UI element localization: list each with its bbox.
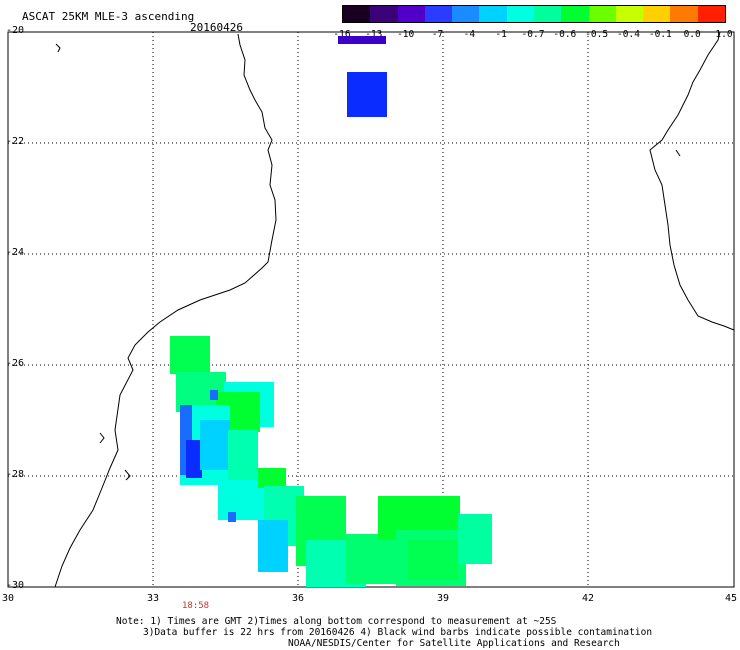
colorbar-label: -7 bbox=[431, 29, 444, 40]
map-title: ASCAT 25KM MLE-3 ascending bbox=[22, 10, 195, 23]
colorbar-swatch bbox=[670, 6, 698, 22]
colorbar-swatch bbox=[533, 6, 562, 22]
note-line-1: Note: 1) Times are GMT 2)Times along bot… bbox=[116, 616, 557, 627]
y-tick-label: -28 bbox=[6, 469, 25, 480]
x-tick-label: 39 bbox=[436, 593, 450, 604]
wind-data-swath bbox=[170, 336, 492, 587]
colorbar-label: -0.4 bbox=[617, 29, 640, 40]
colorbar-label: -13 bbox=[365, 29, 383, 40]
y-tick-label: -24 bbox=[6, 247, 25, 258]
colorbar-label: 0.0 bbox=[683, 29, 701, 40]
y-tick-label: -26 bbox=[6, 358, 25, 369]
colorbar-swatch bbox=[561, 6, 589, 22]
swath-block-blue bbox=[347, 72, 387, 117]
grid-lines bbox=[8, 32, 734, 587]
x-tick-label: 42 bbox=[581, 593, 595, 604]
x-tick-label: 36 bbox=[291, 593, 305, 604]
coastline-madagascar bbox=[649, 31, 735, 331]
colorbar-swatch bbox=[370, 6, 398, 22]
colorbar-swatch bbox=[343, 6, 371, 22]
colorbar-label: -1 bbox=[495, 29, 507, 40]
colorbar-swatch bbox=[588, 6, 616, 22]
colorbar-swatch bbox=[479, 6, 507, 22]
colorbar bbox=[342, 5, 726, 23]
x-tick-label: 33 bbox=[146, 593, 160, 604]
colorbar-swatch bbox=[697, 6, 725, 22]
colorbar-swatch bbox=[643, 6, 671, 22]
colorbar-swatch bbox=[615, 6, 644, 22]
note-line-2: 3)Data buffer is 22 hrs from 20160426 4)… bbox=[143, 627, 653, 638]
x-tick-label: 45 bbox=[724, 593, 738, 604]
colorbar-swatch bbox=[397, 6, 425, 22]
x-tick-label: 30 bbox=[1, 593, 15, 604]
y-tick-label: -20 bbox=[6, 25, 25, 36]
colorbar-swatch bbox=[424, 6, 453, 22]
colorbar-label: 1.0 bbox=[715, 29, 733, 40]
coastline-africa bbox=[54, 33, 277, 588]
time-label: 18:58 bbox=[182, 601, 210, 611]
colorbar-label: -16 bbox=[333, 29, 351, 40]
colorbar-swatch bbox=[452, 6, 480, 22]
swath-strip-top bbox=[338, 36, 386, 44]
colorbar-label: -4 bbox=[463, 29, 476, 40]
plot-frame bbox=[7, 31, 735, 588]
colorbar-label: -10 bbox=[397, 29, 415, 40]
map-date: 20160426 bbox=[190, 21, 243, 34]
y-tick-label: -22 bbox=[6, 136, 25, 147]
colorbar-label: -0.1 bbox=[648, 29, 672, 40]
colorbar-label: -0.6 bbox=[553, 29, 577, 40]
colorbar-label: -0.7 bbox=[521, 29, 545, 40]
colorbar-swatch bbox=[506, 6, 534, 22]
y-tick-label: -30 bbox=[6, 580, 25, 591]
note-line-3: NOAA/NESDIS/Center for Satellite Applica… bbox=[288, 638, 620, 649]
colorbar-label: -0.5 bbox=[585, 29, 609, 40]
